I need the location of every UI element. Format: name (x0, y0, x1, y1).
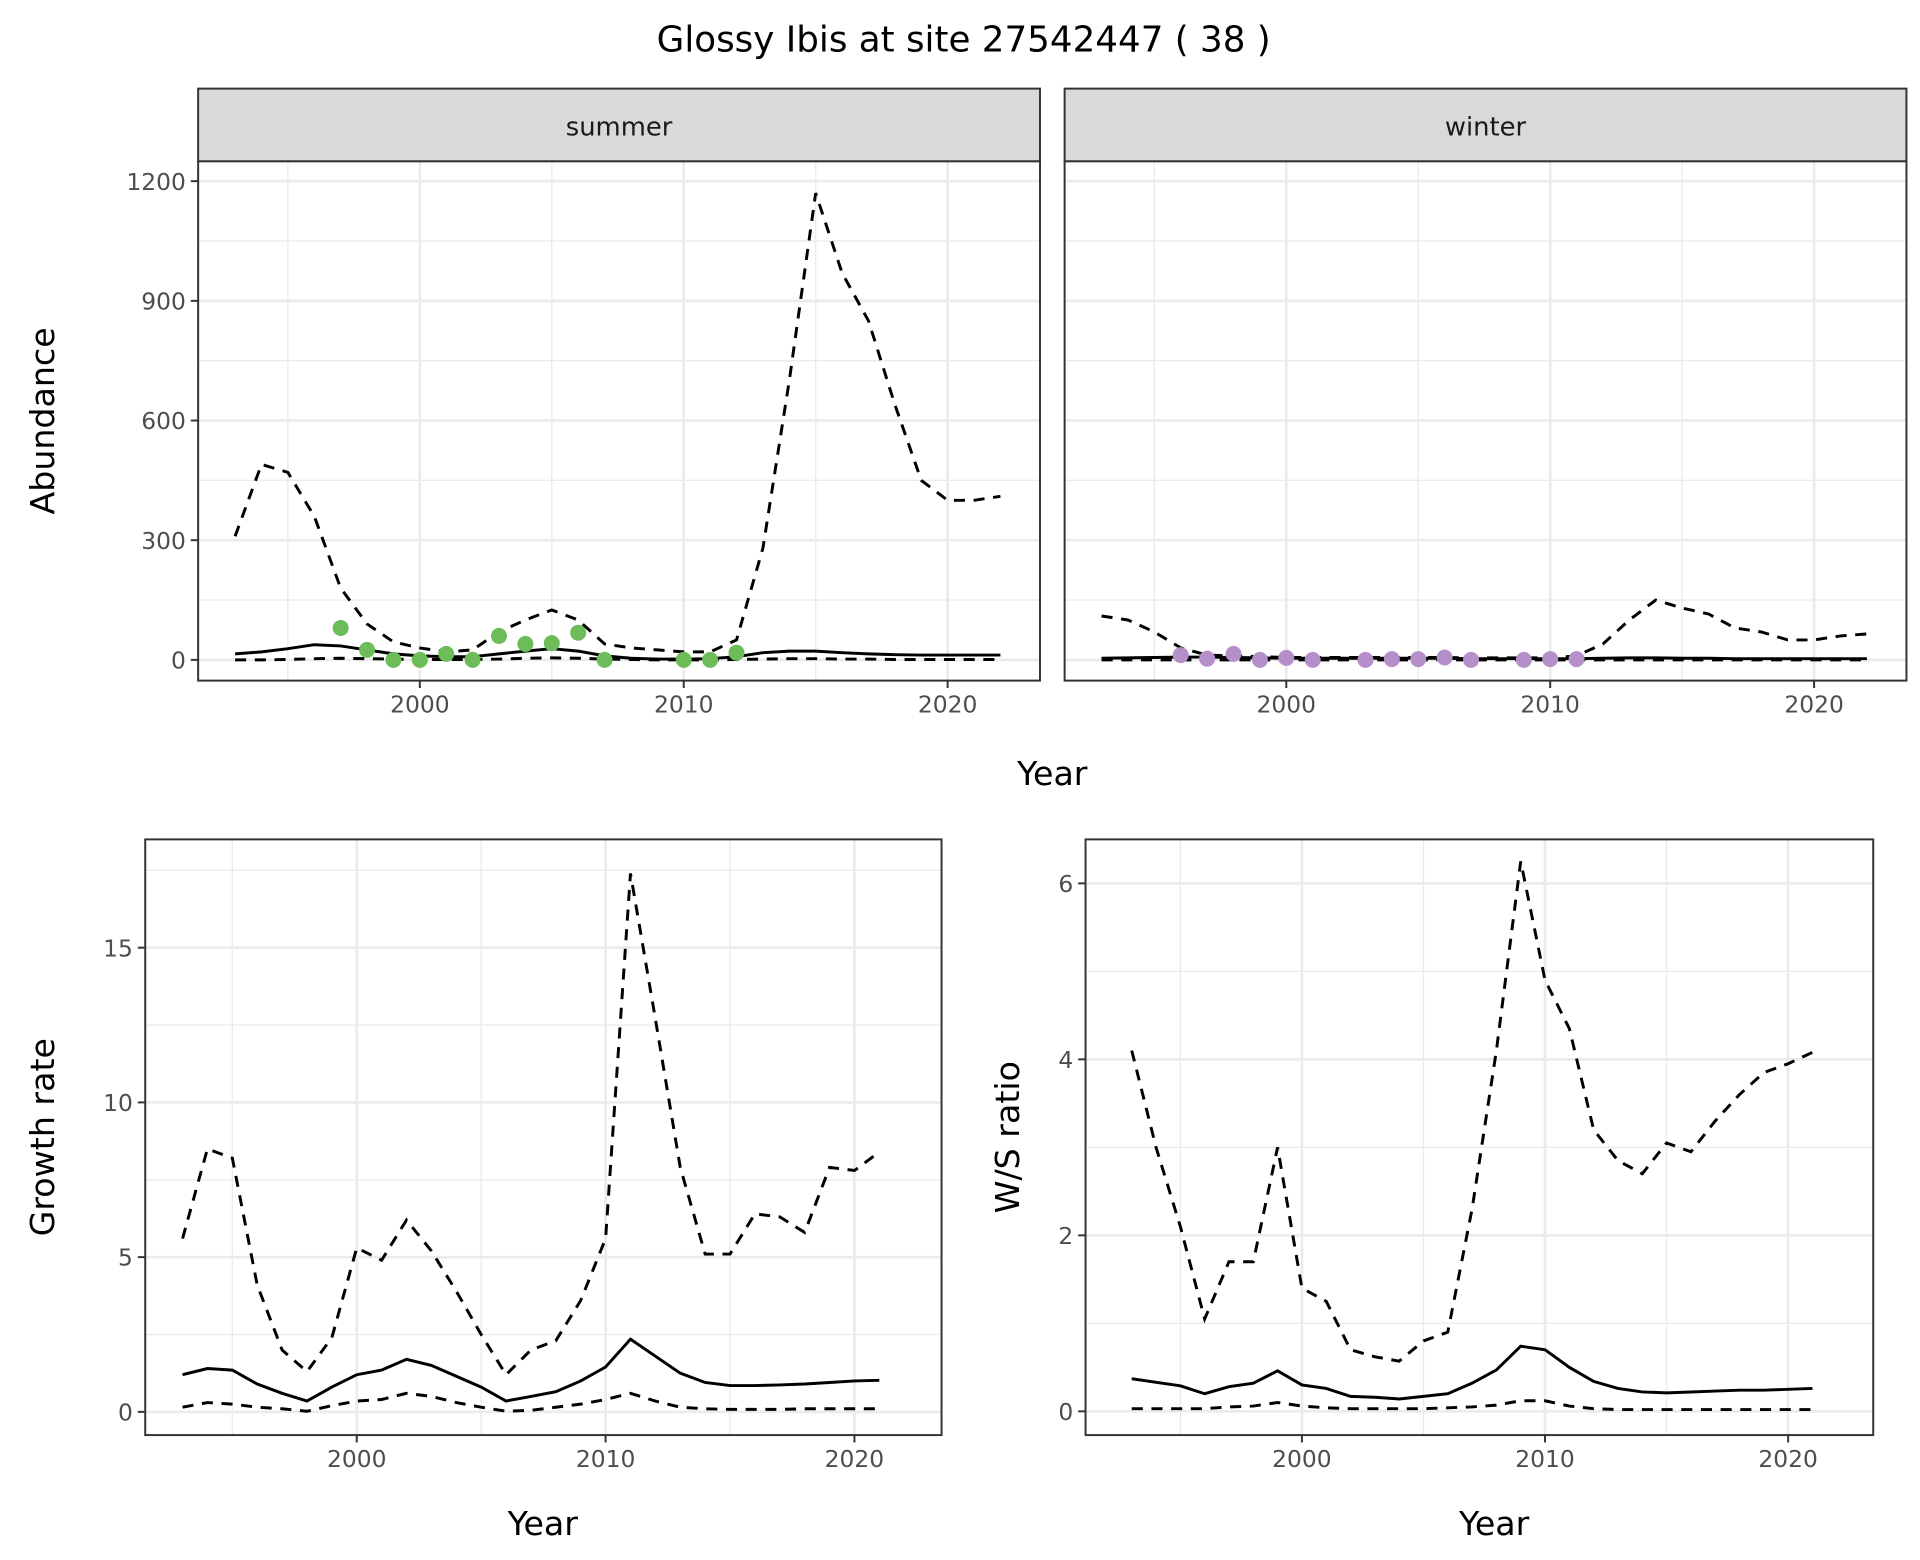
y-tick-label: 15 (103, 934, 133, 962)
data-point (728, 644, 745, 661)
series-line-upper (233, 192, 1001, 654)
data-point (385, 651, 402, 668)
y-tick-label: 900 (141, 287, 186, 315)
data-point (1383, 651, 1400, 668)
data-point (596, 651, 613, 668)
y-tick-label: 0 (118, 1398, 133, 1426)
x-tick-label: 2000 (1272, 1445, 1332, 1473)
series-line-upper (1130, 861, 1814, 1363)
data-point (1225, 645, 1242, 662)
data-point (1542, 651, 1559, 668)
facet-strip (197, 87, 1041, 163)
y-axis-title: W/S ratio (988, 1061, 1027, 1213)
data-point (543, 635, 560, 652)
x-tick-label: 2020 (918, 691, 978, 719)
x-tick-label: 2020 (1784, 691, 1844, 719)
data-point (1172, 647, 1189, 664)
series-line-lower (235, 656, 1001, 662)
data-point (1251, 651, 1268, 668)
series-line-mean (182, 1337, 880, 1403)
y-tick-label: 5 (118, 1244, 133, 1272)
facet-strip (1063, 87, 1908, 163)
x-tick-label: 2000 (390, 691, 450, 719)
x-axis-title: Year (1458, 1504, 1530, 1543)
series-line-lower (1131, 1399, 1813, 1412)
y-tick-label: 1200 (126, 168, 186, 196)
series-line-upper (181, 873, 881, 1378)
facet-label: summer (566, 112, 673, 142)
y-tick-label: 0 (171, 646, 186, 674)
y-axis-title: Abundance (23, 327, 62, 514)
y-tick-label: 4 (1058, 1046, 1073, 1074)
panel-winter: 2000 2010 2020 winter (1063, 87, 1908, 719)
data-point (1304, 651, 1321, 668)
facet-label: winter (1445, 112, 1527, 142)
y-tick-label: 2 (1058, 1222, 1073, 1250)
x-tick-label: 2020 (825, 1445, 885, 1473)
data-point (1199, 650, 1216, 667)
data-point (1357, 651, 1374, 668)
x-tick-label: 2000 (327, 1445, 387, 1473)
x-tick-label: 2010 (576, 1445, 636, 1473)
data-point (438, 645, 455, 662)
panel-growth-rate: 2000 2010 2020 0 5 10 15 (103, 838, 943, 1473)
x-tick-label: 2000 (1257, 691, 1317, 719)
x-tick-label: 2010 (654, 691, 714, 719)
data-point (491, 627, 508, 644)
panel-border (144, 838, 943, 1437)
data-point (359, 641, 376, 658)
y-tick-label: 300 (141, 527, 186, 555)
data-point (1436, 649, 1453, 666)
data-point (1463, 651, 1480, 668)
data-point (1515, 651, 1532, 668)
data-point (1568, 651, 1585, 668)
data-point (702, 651, 719, 668)
x-tick-label: 2020 (1758, 1445, 1818, 1473)
data-point (675, 651, 692, 668)
y-tick-label: 6 (1058, 870, 1073, 898)
x-tick-label: 2010 (1520, 691, 1580, 719)
data-point (517, 635, 534, 652)
panel-summer: 2000 2010 2020 0 300 600 900 1200 summer (126, 87, 1041, 719)
data-point (1410, 651, 1427, 668)
data-point (464, 651, 481, 668)
panel-border (1084, 838, 1875, 1437)
plot-background (1085, 839, 1874, 1436)
y-tick-label: 10 (103, 1089, 133, 1117)
y-tick-label: 600 (141, 407, 186, 435)
x-axis-title: Year (1016, 754, 1088, 793)
data-point (570, 624, 587, 641)
data-point (332, 619, 349, 636)
x-tick-label: 2010 (1515, 1445, 1575, 1473)
data-point (1278, 649, 1295, 666)
series-line-mean (1131, 1344, 1813, 1401)
panel-ws-ratio: 2000 2010 2020 0 2 4 6 (1058, 838, 1875, 1473)
figure-title: Glossy Ibis at site 27542447 ( 38 ) (657, 20, 1271, 61)
data-point (411, 651, 428, 668)
series-line-upper (1101, 598, 1867, 660)
x-axis-title: Year (507, 1504, 579, 1543)
y-axis-title: Growth rate (23, 1038, 62, 1236)
y-tick-label: 0 (1058, 1398, 1073, 1426)
